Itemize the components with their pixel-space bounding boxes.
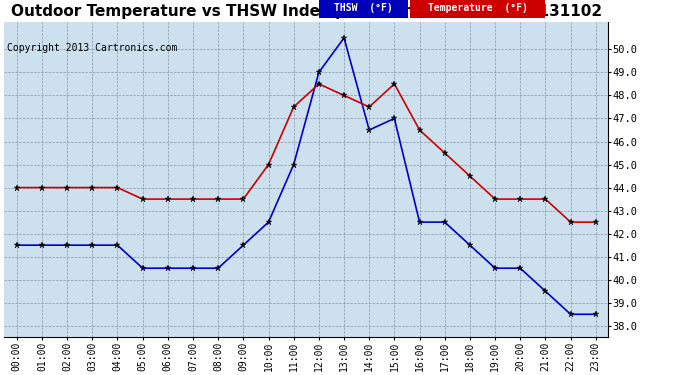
Text: Temperature  (°F): Temperature (°F) (428, 3, 528, 13)
Text: THSW  (°F): THSW (°F) (334, 3, 393, 13)
Title: Outdoor Temperature vs THSW Index per Hour (24 Hours)  20131102: Outdoor Temperature vs THSW Index per Ho… (11, 4, 602, 19)
Text: Copyright 2013 Cartronics.com: Copyright 2013 Cartronics.com (7, 43, 177, 53)
